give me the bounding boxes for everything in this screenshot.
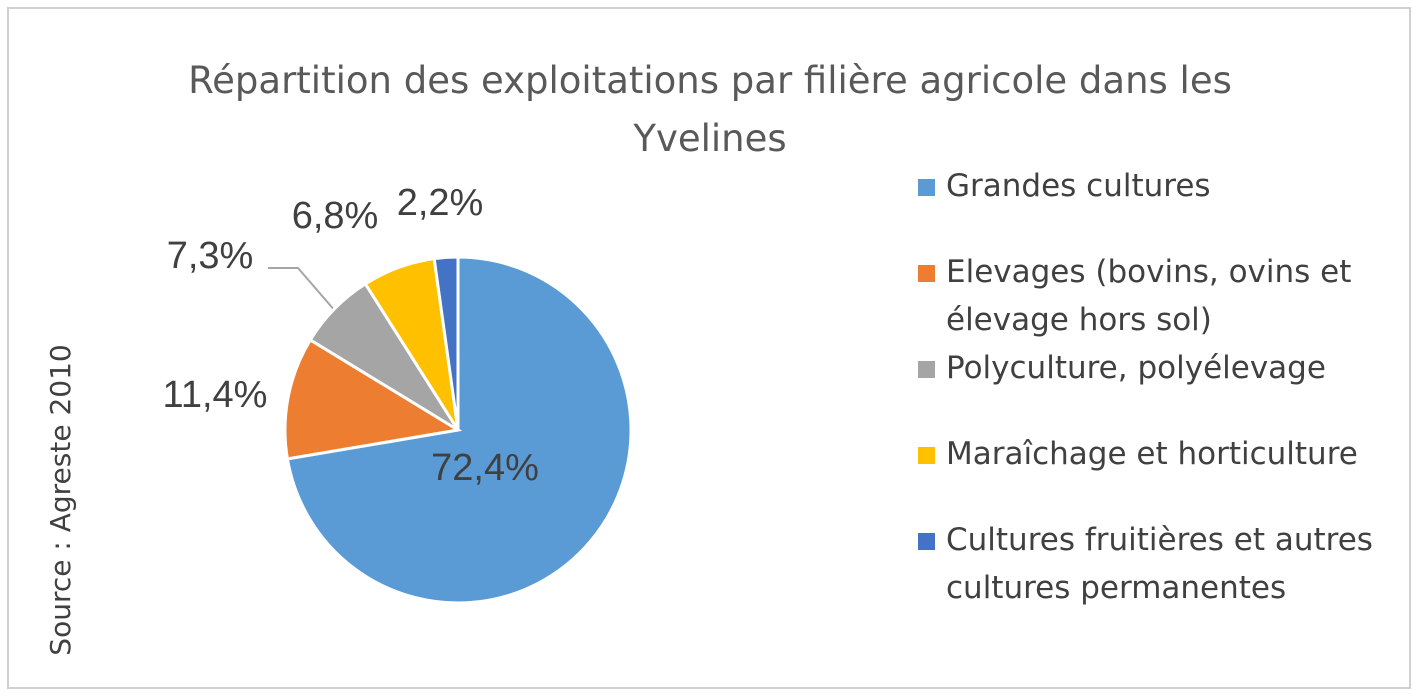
legend-label: Maraîchage et horticulture bbox=[946, 436, 1358, 472]
legend-item: Elevages (bovins, ovins et élevage hors … bbox=[918, 248, 1388, 344]
legend-swatch bbox=[918, 361, 935, 378]
legend-item: Grandes cultures bbox=[918, 162, 1388, 210]
legend-label: Grandes cultures bbox=[946, 168, 1211, 204]
chart-border bbox=[7, 7, 1411, 689]
legend-item: Maraîchage et horticulture bbox=[918, 430, 1388, 478]
legend-label: Elevages (bovins, ovins et élevage hors … bbox=[946, 254, 1352, 338]
legend-swatch bbox=[918, 179, 935, 196]
data-label: 2,2% bbox=[397, 182, 484, 224]
data-label: 72,4% bbox=[431, 447, 539, 489]
legend-item: Cultures fruitières et autres cultures p… bbox=[918, 516, 1388, 612]
leader-line bbox=[268, 267, 337, 313]
data-label: 11,4% bbox=[163, 374, 268, 416]
legend-label: Cultures fruitières et autres cultures p… bbox=[946, 522, 1373, 606]
legend: Grandes cultures Elevages (bovins, ovins … bbox=[918, 162, 1388, 612]
pie-slice bbox=[432, 255, 460, 431]
legend-swatch bbox=[918, 533, 935, 550]
data-label: 6,8% bbox=[292, 195, 379, 237]
chart-title: Répartition des exploitations par filièr… bbox=[188, 59, 1232, 160]
pie-slice bbox=[283, 337, 463, 461]
source-note: Source : Agreste 2010 bbox=[44, 344, 77, 655]
legend-swatch bbox=[918, 447, 935, 464]
legend-label: Polyculture, polyélevage bbox=[946, 350, 1326, 386]
legend-swatch bbox=[918, 265, 935, 282]
legend-item: Polyculture, polyélevage bbox=[918, 344, 1388, 392]
data-label: 7,3% bbox=[167, 235, 254, 277]
